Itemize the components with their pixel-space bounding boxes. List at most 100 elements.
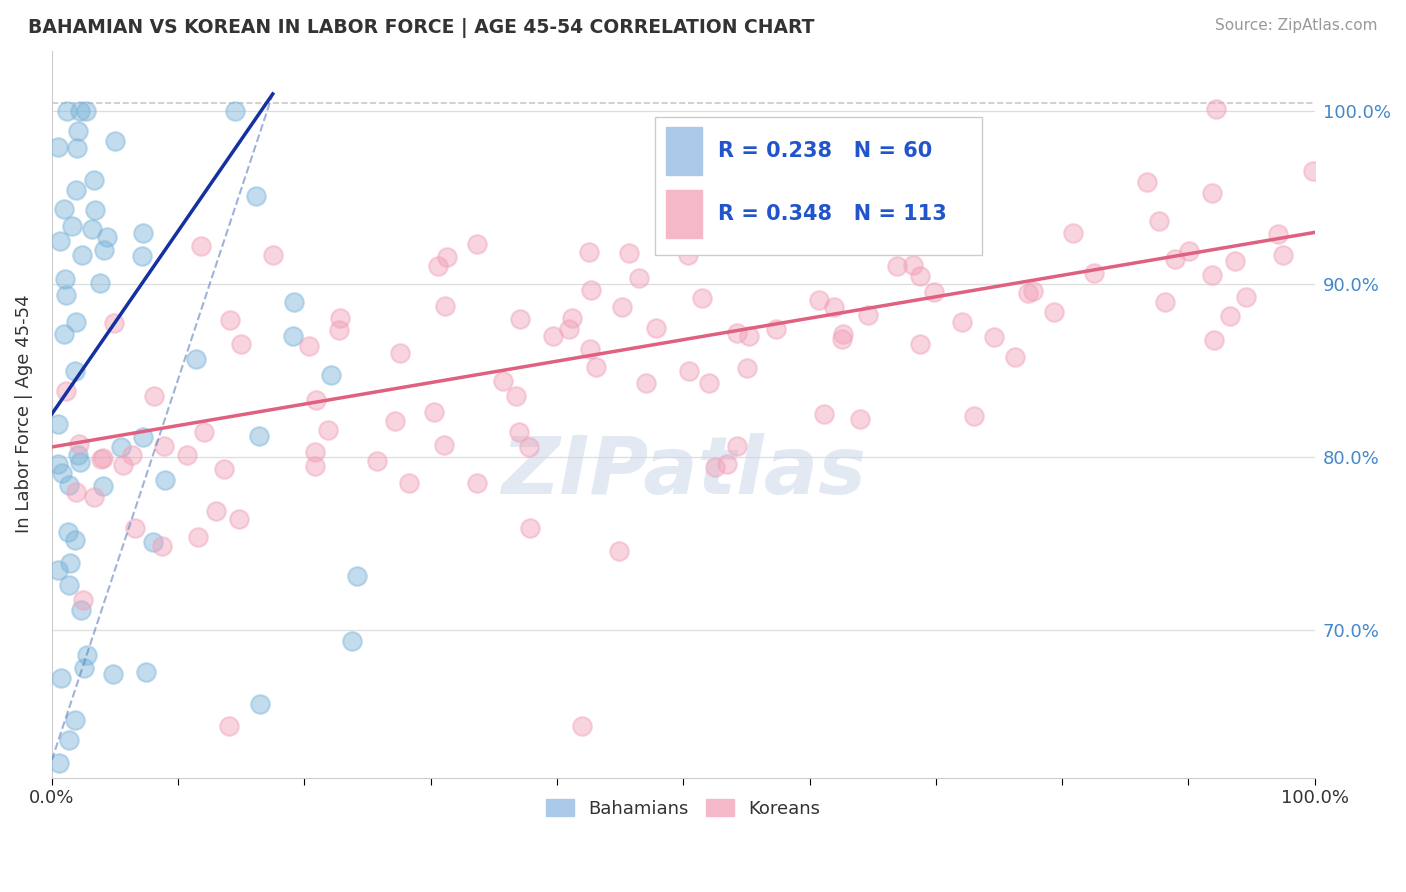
Point <box>121 448 143 462</box>
Point <box>83 202 105 217</box>
Point <box>1004 351 1026 365</box>
Point <box>579 283 602 297</box>
Point <box>82 221 104 235</box>
Point <box>247 429 270 443</box>
Point <box>1022 284 1045 298</box>
Point <box>578 245 600 260</box>
Point <box>627 271 650 285</box>
Point <box>46 564 69 578</box>
Point <box>433 438 456 452</box>
Point <box>72 593 94 607</box>
Point <box>823 300 845 314</box>
Point <box>561 311 583 326</box>
Point <box>856 309 879 323</box>
Point <box>557 322 579 336</box>
Point <box>51 466 73 480</box>
Point <box>93 243 115 257</box>
Point <box>155 474 177 488</box>
Point <box>58 577 80 591</box>
Legend: Bahamians, Koreans: Bahamians, Koreans <box>537 790 830 827</box>
Point <box>59 557 82 571</box>
Point <box>69 104 91 119</box>
Point <box>205 504 228 518</box>
Point <box>901 258 924 272</box>
Point <box>1043 305 1066 319</box>
Point <box>46 457 69 471</box>
Point <box>69 455 91 469</box>
Point <box>316 423 339 437</box>
Point <box>737 361 759 376</box>
Point <box>342 633 364 648</box>
Point <box>58 478 80 492</box>
Point <box>922 285 945 299</box>
Point <box>422 405 444 419</box>
Point <box>193 425 215 440</box>
Point <box>55 384 77 399</box>
Point <box>950 315 973 329</box>
Point <box>609 543 631 558</box>
Point <box>738 329 761 343</box>
Point <box>1062 227 1084 241</box>
Point <box>1234 290 1257 304</box>
Point <box>727 439 749 453</box>
Point <box>187 530 209 544</box>
Point <box>46 417 69 432</box>
Point <box>75 104 97 119</box>
Point <box>492 374 515 388</box>
Text: R = 0.238   N = 60: R = 0.238 N = 60 <box>718 141 932 161</box>
Point <box>58 524 80 539</box>
Point <box>305 392 328 407</box>
Point <box>765 322 787 336</box>
Point <box>427 259 450 273</box>
Point <box>224 104 246 119</box>
Point <box>63 713 86 727</box>
Point <box>218 718 240 732</box>
Point <box>1136 175 1159 189</box>
Point <box>153 439 176 453</box>
Point <box>1017 285 1039 300</box>
Point <box>70 248 93 262</box>
Point <box>143 389 166 403</box>
Point <box>190 239 212 253</box>
Point <box>465 237 488 252</box>
Point <box>832 326 855 341</box>
Point <box>1204 334 1226 348</box>
Point <box>384 414 406 428</box>
Point <box>245 189 267 203</box>
Point <box>517 441 540 455</box>
Point <box>465 475 488 490</box>
Text: Source: ZipAtlas.com: Source: ZipAtlas.com <box>1215 18 1378 33</box>
Point <box>541 329 564 343</box>
Point <box>678 364 700 378</box>
Point <box>1163 252 1185 266</box>
Point <box>83 490 105 504</box>
Point <box>704 460 727 475</box>
Point <box>852 186 875 200</box>
Point <box>725 326 748 341</box>
Point <box>610 301 633 315</box>
Point <box>676 248 699 262</box>
Point <box>619 245 641 260</box>
Point <box>63 364 86 378</box>
Point <box>716 457 738 471</box>
Point <box>697 376 720 391</box>
Point <box>56 104 79 119</box>
Point <box>65 183 87 197</box>
Point <box>49 234 72 248</box>
Point <box>263 248 285 262</box>
Point <box>304 459 326 474</box>
Point <box>283 329 305 343</box>
Point <box>132 430 155 444</box>
Point <box>48 756 70 771</box>
Point <box>298 339 321 353</box>
Point <box>1302 164 1324 178</box>
Point <box>176 448 198 462</box>
Point <box>585 359 607 374</box>
Point <box>142 534 165 549</box>
Point <box>849 412 872 426</box>
Point <box>1154 295 1177 310</box>
Point <box>103 667 125 681</box>
Point <box>89 277 111 291</box>
Point <box>83 172 105 186</box>
Point <box>67 124 90 138</box>
